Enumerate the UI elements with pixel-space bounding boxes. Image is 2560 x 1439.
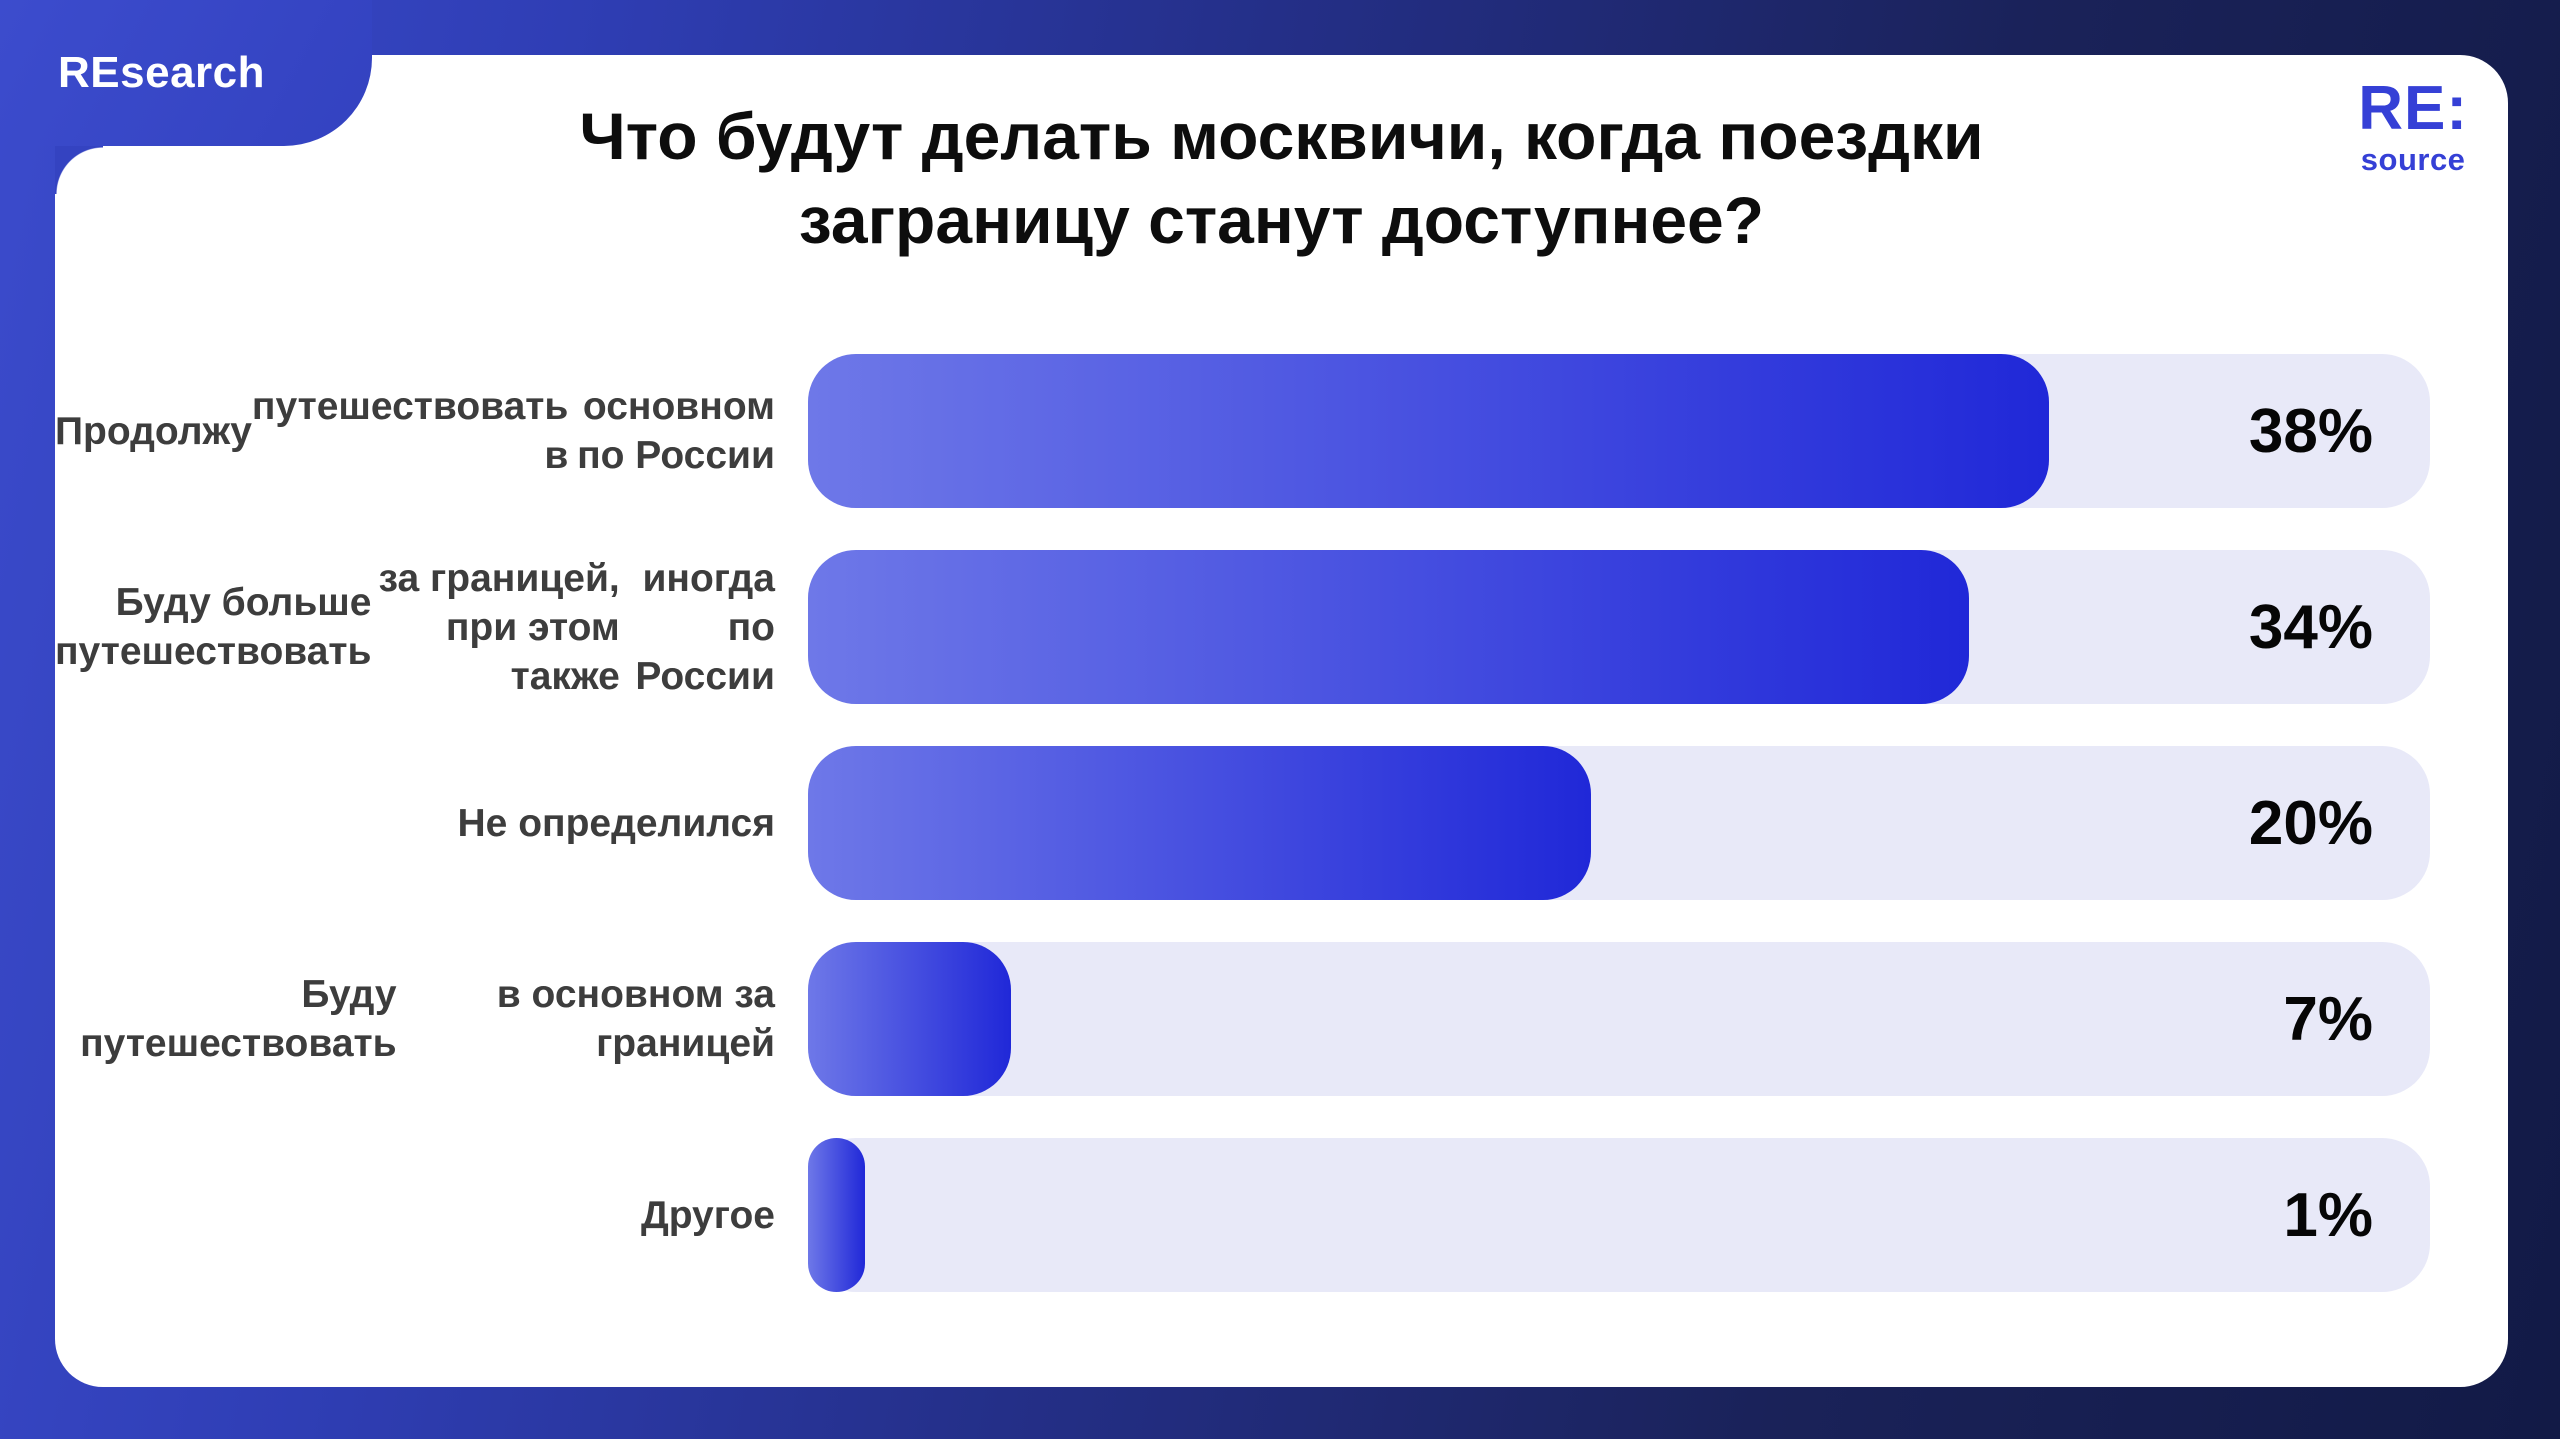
bar-value-label: 20%: [2248, 788, 2373, 858]
bar-row: Другое 1%: [0, 1138, 2560, 1292]
bar-track: 38%: [808, 354, 2430, 508]
resource-logo: RE: source: [2358, 74, 2468, 177]
bar-category-label: Продолжу путешествовать в основном по Росс…: [55, 385, 775, 477]
bar-category-label: Не определился: [457, 801, 775, 845]
resource-logo-mark: RE:: [2358, 74, 2468, 143]
bar-category-label: Буду больше путешествовать за границей, п…: [55, 556, 775, 698]
chart-title: Что будут делать москвичи, когда поездки…: [55, 94, 2508, 262]
tab-corner-fillet: [55, 146, 103, 194]
bar-fill: [808, 942, 1011, 1096]
chart-title-line-2: заграницу станут доступнее?: [798, 183, 1765, 257]
bar-category-label: Другое: [640, 1193, 775, 1237]
bar-value-label: 38%: [2248, 396, 2373, 466]
bar-row: Буду больше путешествовать за границей, п…: [0, 550, 2560, 704]
bar-value-label: 1%: [2283, 1180, 2373, 1250]
bar-row: Не определился 20%: [0, 746, 2560, 900]
bar-category-label: Буду путешествовать в основном за границе…: [80, 973, 775, 1065]
bar-track: 34%: [808, 550, 2430, 704]
bar-fill: [808, 746, 1592, 900]
bar-track: 1%: [808, 1138, 2430, 1292]
resource-logo-word: source: [2360, 142, 2466, 177]
bar-track: 20%: [808, 746, 2430, 900]
bar-row: Продолжу путешествовать в основном по Росс…: [0, 354, 2560, 508]
chart-title-line-1: Что будут делать москвичи, когда поездки: [579, 99, 1984, 173]
bar-value-label: 7%: [2283, 984, 2373, 1054]
bar-track: 7%: [808, 942, 2430, 1096]
bar-fill: [808, 550, 1970, 704]
bar-value-label: 34%: [2248, 592, 2373, 662]
bar-fill: [808, 354, 2049, 508]
brand-tab-label: REsearch: [58, 48, 266, 97]
brand-tab: REsearch: [0, 0, 372, 146]
bar-fill: [808, 1138, 865, 1292]
bar-row: Буду путешествовать в основном за границе…: [0, 942, 2560, 1096]
